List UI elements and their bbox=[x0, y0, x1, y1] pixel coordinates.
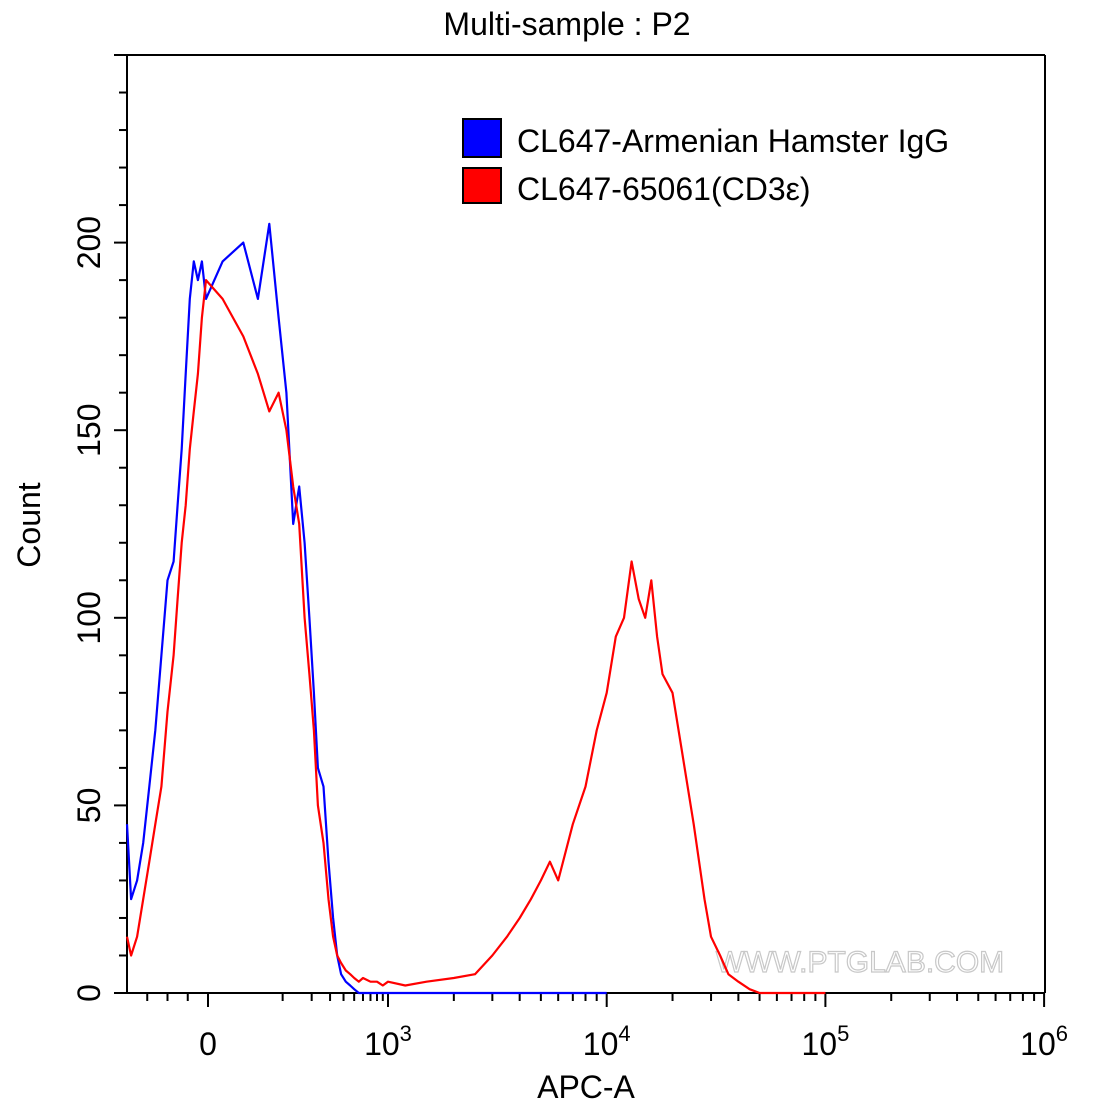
x-tick-label: 105 bbox=[801, 1021, 849, 1062]
x-tick-label: 106 bbox=[1020, 1021, 1068, 1062]
x-tick-label: 104 bbox=[583, 1021, 631, 1062]
y-tick-labels: 0 50 100 150 200 bbox=[71, 216, 107, 1002]
x-axis-label: APC-A bbox=[537, 1069, 635, 1105]
x-tick-label: 103 bbox=[364, 1021, 412, 1062]
y-axis-ticks bbox=[114, 54, 127, 994]
x-tick-label: 0 bbox=[199, 1026, 217, 1062]
chart-title: Multi-sample : P2 bbox=[443, 6, 690, 42]
legend-label-igg: CL647-Armenian Hamster IgG bbox=[517, 123, 949, 159]
legend: CL647-Armenian Hamster IgG CL647-65061(C… bbox=[462, 118, 949, 207]
y-tick-label: 200 bbox=[71, 216, 107, 269]
y-tick-label: 100 bbox=[71, 591, 107, 644]
watermark: WWW.PTGLAB.COM bbox=[716, 946, 1004, 979]
legend-swatch-igg bbox=[462, 118, 502, 158]
x-axis-ticks bbox=[146, 993, 1046, 1007]
y-tick-label: 0 bbox=[71, 984, 107, 1002]
legend-label-cd3e: CL647-65061(CD3ε) bbox=[517, 171, 811, 207]
series-line-igg bbox=[125, 222, 607, 995]
y-tick-label: 150 bbox=[71, 404, 107, 457]
x-tick-labels: 0 103 104 105 106 bbox=[199, 1021, 1068, 1062]
legend-swatch-cd3e bbox=[462, 167, 502, 204]
series-lines bbox=[125, 222, 826, 995]
series-line-cd3e bbox=[125, 279, 826, 995]
y-axis-label: Count bbox=[11, 482, 47, 568]
y-tick-label: 50 bbox=[71, 788, 107, 824]
